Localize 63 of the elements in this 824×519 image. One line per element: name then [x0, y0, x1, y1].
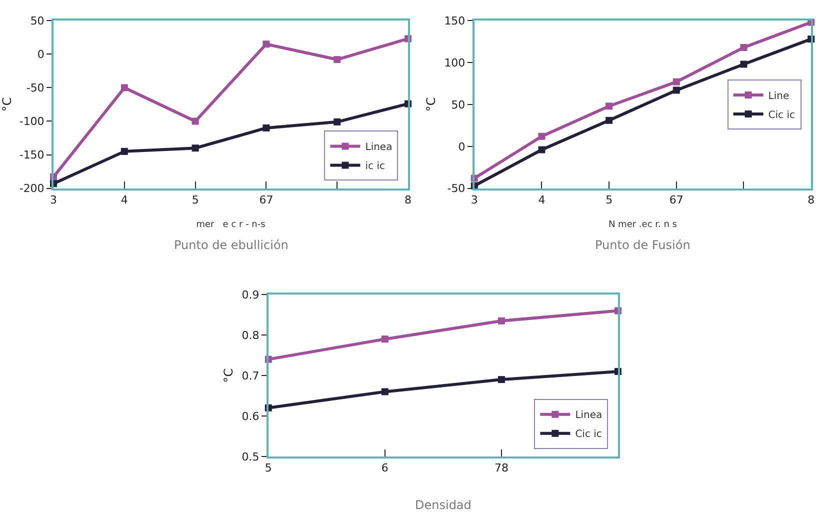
- x-tick-label: 67: [259, 194, 274, 207]
- x-tick-label: 5: [606, 194, 613, 207]
- point: [606, 102, 613, 110]
- x-tick-label: 5: [264, 462, 272, 475]
- x-tick-label: 4: [120, 194, 128, 207]
- point: [381, 388, 388, 396]
- y-tick-label: 0.9: [242, 288, 260, 302]
- text: Densidad: [415, 498, 472, 512]
- legend-label: Cic ic: [768, 110, 796, 121]
- y-tick-label: 50: [30, 14, 44, 28]
- y-axis-title: °C: [222, 368, 236, 383]
- y-tick-label: -150: [19, 148, 44, 162]
- point: [334, 56, 341, 64]
- y-tick-label: 150: [444, 14, 466, 28]
- text: Punto de ebullición: [174, 238, 288, 252]
- y-tick-label: -50: [26, 82, 44, 95]
- x-tick-label: 5: [192, 194, 199, 207]
- y-tick-label: 0.8: [242, 328, 260, 342]
- point: [381, 336, 388, 343]
- x-tick-label: 67: [669, 194, 684, 207]
- point: [538, 146, 546, 154]
- point: [538, 132, 546, 140]
- legend-label: Linea: [575, 410, 602, 422]
- y-tick-label: -50: [447, 182, 466, 196]
- point: [672, 86, 680, 94]
- point: [120, 84, 128, 92]
- x-axis-title: mer e c r - n-s: [196, 220, 266, 230]
- y-tick-label: -200: [19, 182, 44, 196]
- y-axis-title: °C: [424, 97, 438, 112]
- x-tick-label: 3: [50, 194, 58, 207]
- legend-label: Line: [768, 90, 790, 102]
- legend-label: ic ic: [365, 161, 385, 172]
- point: [740, 60, 748, 68]
- x-tick-label: 3: [470, 194, 478, 207]
- y-tick-label: 50: [451, 98, 466, 112]
- y-tick-label: 100: [444, 56, 466, 70]
- y-axis-title: °C: [0, 97, 14, 112]
- point: [498, 317, 505, 324]
- x-tick-label: 8: [808, 194, 815, 207]
- legend-label: Linea: [365, 142, 392, 154]
- point: [498, 376, 505, 384]
- x-tick-label: 78: [494, 462, 508, 475]
- y-tick-label: 0: [458, 140, 466, 154]
- x-tick-label: 6: [381, 462, 388, 475]
- x-tick-label: 4: [538, 194, 546, 207]
- y-tick-label: 0.5: [242, 450, 260, 464]
- point: [120, 148, 128, 155]
- x-tick-label: 8: [404, 194, 412, 207]
- text: Punto de Fusión: [595, 238, 690, 252]
- point: [740, 44, 748, 51]
- x-axis-title: N mer .ec r. n s: [608, 220, 678, 230]
- point: [606, 116, 613, 124]
- y-tick-label: 0.6: [242, 410, 260, 423]
- point: [334, 118, 341, 126]
- point: [262, 124, 270, 132]
- point: [672, 78, 680, 86]
- y-tick-label: -100: [19, 115, 44, 128]
- y-tick-label: 0: [37, 48, 44, 62]
- point: [192, 118, 199, 125]
- point: [262, 40, 270, 48]
- point: [192, 144, 199, 152]
- y-tick-label: 0.7: [242, 369, 260, 382]
- legend-label: Cic ic: [575, 429, 602, 440]
